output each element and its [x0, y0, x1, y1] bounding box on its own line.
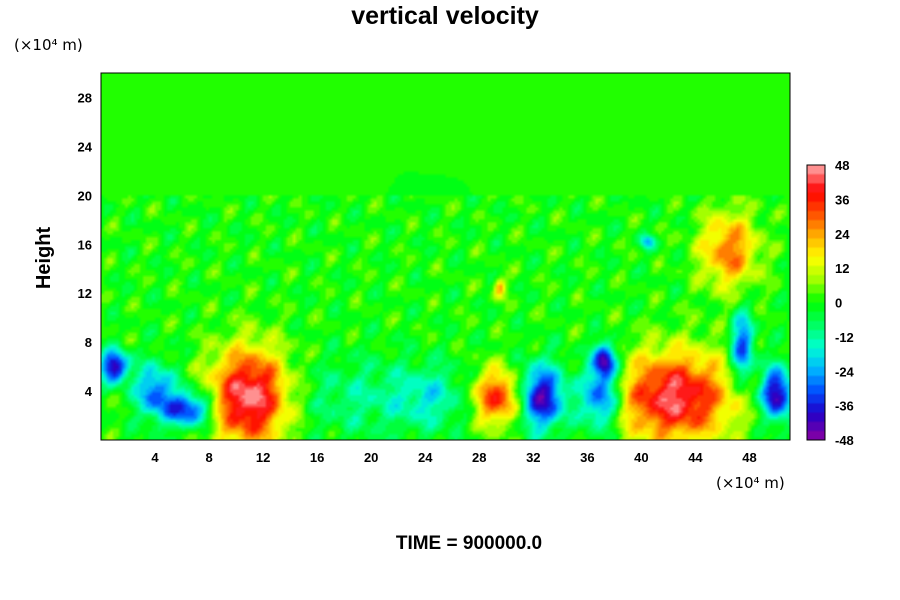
time-label: TIME = 900000.0 — [396, 533, 542, 554]
y-axis-label: Height — [33, 227, 55, 290]
x-tick-label: 12 — [256, 450, 270, 465]
x-tick-label: 44 — [688, 450, 703, 465]
x-tick-label: 20 — [364, 450, 378, 465]
y-tick-label: 20 — [78, 188, 92, 203]
y-tick-labels: 4 8 12 16 20 24 28 — [78, 90, 93, 399]
colorbar-frame — [806, 164, 826, 441]
colorbar-tick-labels: 48 36 24 12 0 -12 -24 -36 -48 — [835, 158, 855, 448]
colorbar-tick-label: -36 — [835, 399, 854, 414]
colorbar-tick-label: -48 — [835, 433, 854, 448]
plot-frame — [100, 72, 791, 441]
colorbar-tick-label: -24 — [835, 364, 855, 379]
colorbar-tick-label: -12 — [835, 330, 854, 345]
x-axis-unit-label: (×10⁴ m) — [716, 474, 785, 492]
colorbar-gradient — [807, 165, 825, 440]
colorbar-tick-label: 48 — [835, 158, 849, 173]
vertical-velocity-field — [101, 73, 790, 440]
x-tick-label: 4 — [151, 450, 159, 465]
x-tick-label: 40 — [634, 450, 648, 465]
colorbar: 48 36 24 12 0 -12 -24 -36 -48 — [806, 158, 855, 448]
x-tick-label: 36 — [580, 450, 594, 465]
colorbar-tick-label: 12 — [835, 261, 849, 276]
chart-title: vertical velocity — [351, 2, 539, 30]
x-tick-label: 24 — [418, 450, 433, 465]
colorbar-tick-label: 36 — [835, 192, 849, 207]
y-tick-label: 8 — [85, 335, 92, 350]
y-tick-label: 4 — [85, 384, 93, 399]
colorbar-tick-label: 24 — [835, 227, 850, 242]
x-tick-label: 32 — [526, 450, 540, 465]
x-tick-label: 28 — [472, 450, 486, 465]
y-tick-label: 16 — [78, 237, 92, 252]
y-tick-label: 12 — [78, 286, 92, 301]
x-tick-label: 8 — [205, 450, 212, 465]
x-tick-label: 16 — [310, 450, 324, 465]
x-tick-labels: 4 8 12 16 20 24 28 32 36 40 44 48 — [151, 450, 756, 465]
plot-area — [100, 72, 791, 441]
colorbar-tick-label: 0 — [835, 296, 842, 311]
y-tick-label: 28 — [78, 90, 92, 105]
x-tick-label: 48 — [742, 450, 756, 465]
y-axis-unit-label: (×10⁴ m) — [14, 36, 83, 54]
y-tick-label: 24 — [78, 139, 93, 154]
